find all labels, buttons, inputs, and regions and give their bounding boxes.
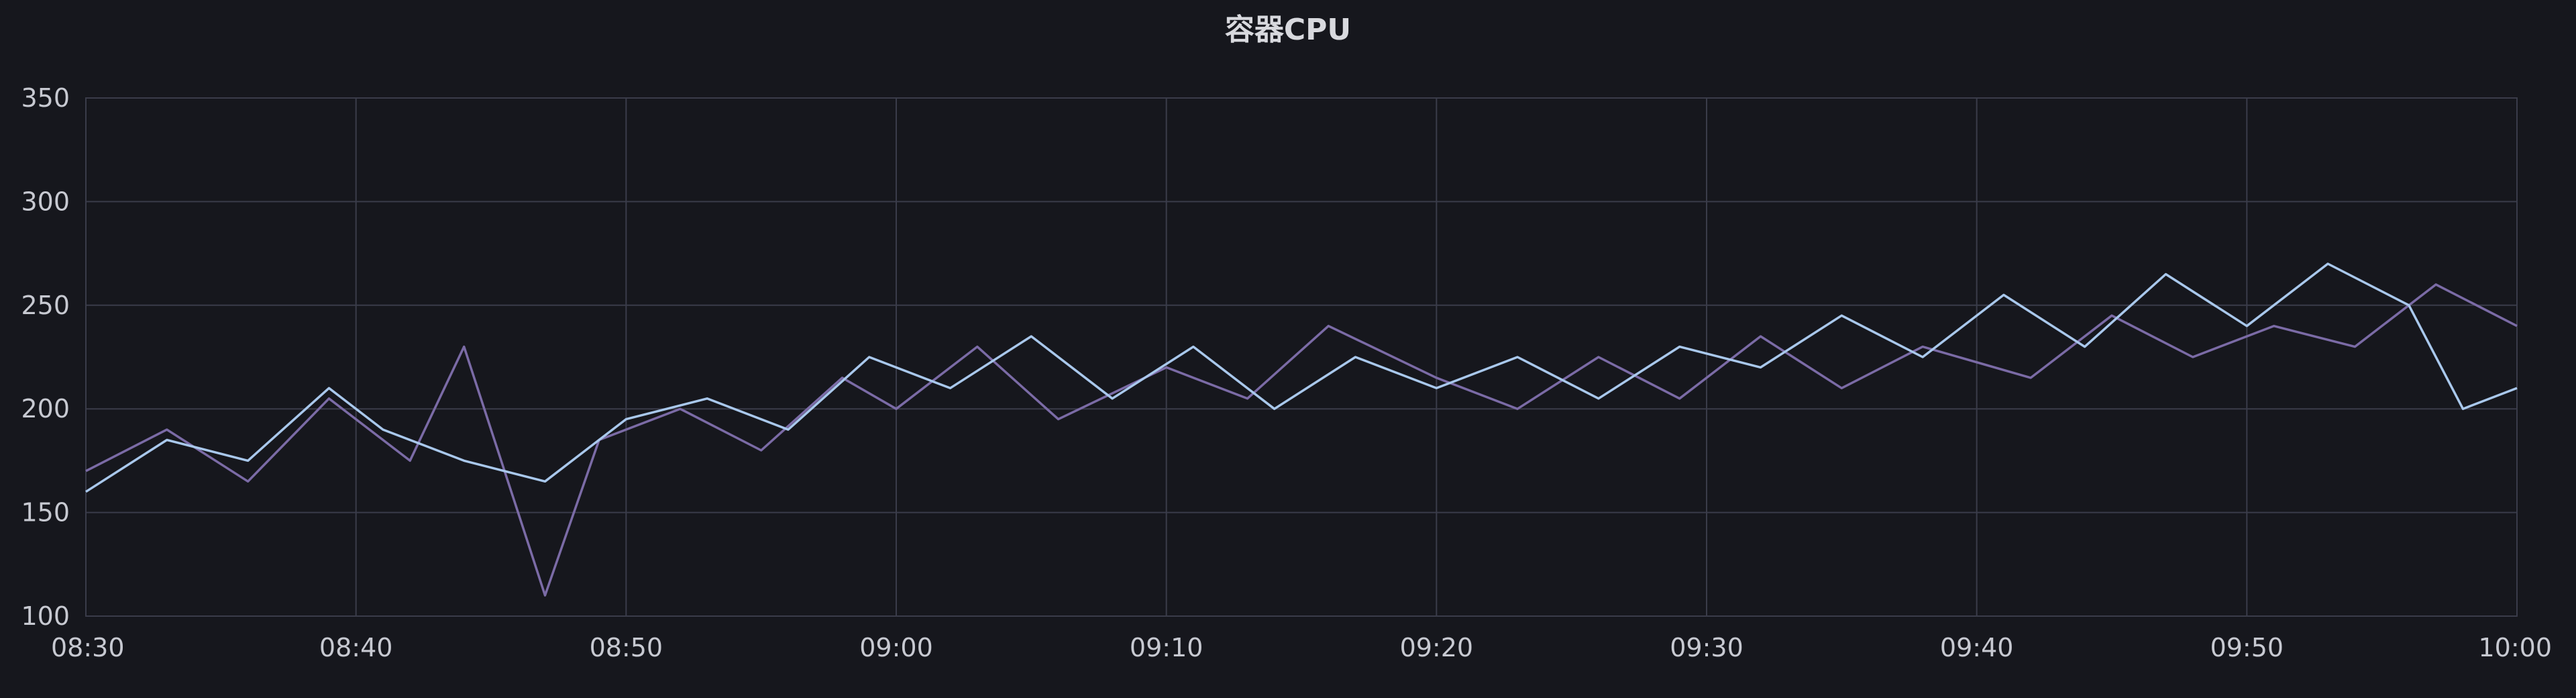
- x-tick-label: 09:30: [1670, 633, 1743, 662]
- y-tick-label: 150: [21, 498, 70, 528]
- y-tick-label: 300: [21, 187, 70, 216]
- x-tick-label: 09:00: [859, 633, 933, 662]
- y-tick-label: 100: [21, 601, 70, 631]
- x-tick-label: 10:00: [2478, 633, 2552, 662]
- x-tick-label: 08:50: [590, 633, 663, 662]
- y-tick-label: 200: [21, 394, 70, 423]
- chart-title: 容器CPU: [1224, 13, 1352, 47]
- series-lines[interactable]: [85, 262, 2518, 597]
- series-line-2[interactable]: [85, 262, 2518, 493]
- series-line-1[interactable]: [85, 283, 2518, 597]
- x-tick-label: 09:10: [1130, 633, 1203, 662]
- x-tick-label: 09:20: [1400, 633, 1474, 662]
- grid-lines: [85, 97, 2518, 617]
- y-axis-ticks: 100 150 200 250 300 350: [21, 83, 70, 631]
- x-tick-label: 08:30: [51, 633, 125, 662]
- x-tick-label: 08:40: [319, 633, 393, 662]
- x-tick-label: 09:50: [2210, 633, 2284, 662]
- plot-frame: [85, 97, 2518, 617]
- y-tick-label: 250: [21, 291, 70, 320]
- y-tick-label: 350: [21, 83, 70, 113]
- x-axis-ticks: 08:30 08:40 08:50 09:00 09:10 09:20 09:30 09:40…: [51, 633, 2552, 662]
- x-tick-label: 09:40: [1940, 633, 2014, 662]
